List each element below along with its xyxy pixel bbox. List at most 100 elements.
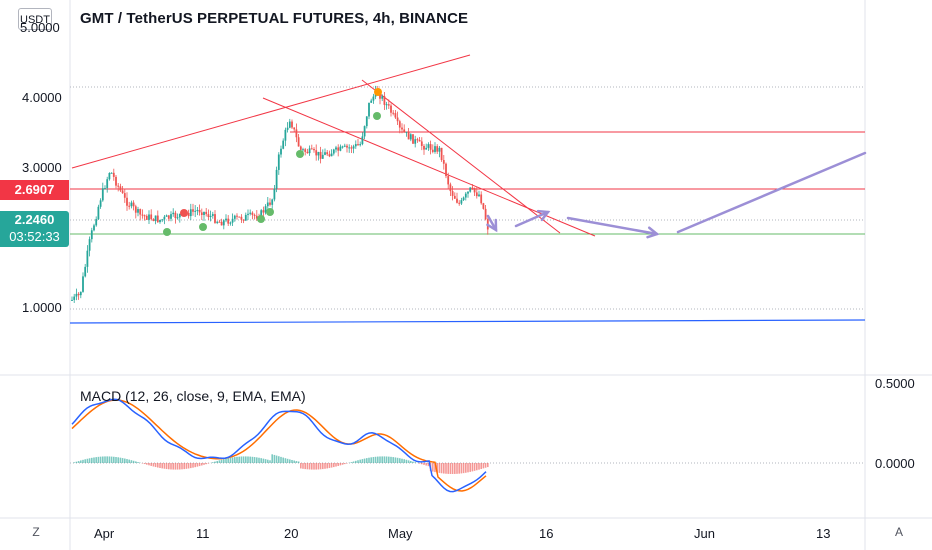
macd-histogram-bar [476,463,478,471]
macd-histogram-bar [484,463,487,468]
macd-histogram-bar [293,460,295,463]
macd-histogram-bar [337,463,339,466]
candle-body [288,121,291,128]
candle-body [112,172,115,177]
macd-histogram-bar [352,461,355,463]
candle-body [302,149,304,151]
candle-body [403,129,406,133]
macd-histogram-bar [86,458,89,463]
candle-body [73,296,76,300]
macd-histogram-bar [350,462,353,463]
currency-selector[interactable]: USDT [18,8,52,30]
macd-histogram-bar [460,463,463,474]
candle-body [115,176,117,186]
candle-body [275,169,278,189]
macd-histogram-bar [150,463,152,466]
candle-body [205,211,208,215]
macd-histogram-bar [275,455,278,463]
auto-scale-button[interactable]: A [894,525,903,539]
candle-body [394,113,397,118]
macd-histogram-bar [251,456,254,463]
candle-body [352,146,355,149]
macd-histogram-bar [93,457,95,463]
candle-body [253,214,256,216]
time-tick-jun: Jun [694,526,715,541]
macd-histogram-bar [405,459,408,463]
macd-histogram-bar [181,463,183,470]
macd-indicator-label[interactable]: MACD (12, 26, close, 9, EMA, EMA) [80,388,306,404]
candle-body [442,159,445,164]
macd-histogram-bar [170,463,172,470]
macd-histogram-bar [269,460,271,463]
candle-body [445,163,447,177]
candle-body [449,184,452,192]
candle-body [225,218,227,221]
price-tick-1: 1.0000 [22,300,62,315]
macd-histogram-bar [326,463,328,469]
candle-body [473,187,476,193]
macd-histogram-bar [203,463,205,465]
macd-histogram-bar [324,463,326,469]
macd-histogram-bar [425,463,427,466]
last-price-badge: 2.2460 03:52:33 [0,211,69,247]
macd-histogram-bar [179,463,181,470]
candle-body [88,239,91,251]
candle-body [137,209,139,213]
macd-histogram-bar [260,458,262,463]
macd-histogram-bar [73,462,75,463]
macd-histogram-bar [412,461,414,463]
candle-body [308,148,311,154]
macd-histogram-bar [304,463,306,470]
macd-histogram-bar [247,456,249,463]
macd-histogram-bar [449,463,452,474]
price-tick-4: 4.0000 [22,90,62,105]
candle-body [429,144,432,150]
macd-histogram-bar [418,463,421,464]
macd-histogram-bar [225,458,227,463]
candle-body [95,219,98,226]
projection-arrow-up [514,210,550,228]
macd-histogram-bar [487,463,489,468]
macd-histogram-bar [289,459,291,463]
candle-body [409,134,412,140]
candle-body [194,210,197,212]
candle-body [460,200,463,204]
candle-body [229,222,232,224]
macd-histogram-bar [216,460,218,463]
candle-body [280,148,282,155]
macd-histogram-bar [482,463,485,469]
macd-histogram-bar [174,463,177,470]
candle-body [326,152,329,155]
candle-body [480,194,483,204]
candle-body [478,194,480,197]
candle-body [328,154,331,157]
candle-body [167,215,170,219]
macd-histogram-bar [381,456,383,463]
timezone-button[interactable]: Z [32,525,40,539]
candle-body [214,214,216,223]
macd-histogram-bar [286,458,289,463]
macd-histogram-bar [368,457,370,463]
macd-line [71,398,487,493]
macd-histogram-bar [223,459,225,463]
candle-body [436,146,439,152]
candle-body [458,202,461,204]
candle-body [453,195,456,199]
macd-histogram-bar [117,457,119,463]
signal-marker [199,223,207,231]
candle-body [297,137,300,147]
candle-body [117,185,120,187]
projection-line-rise [676,151,867,234]
macd-histogram-bar [328,463,331,469]
macd-histogram-bar [465,463,467,473]
blue-horizontal-line [69,319,866,324]
macd-histogram-bar [339,463,342,466]
candle-body [412,134,414,144]
macd-histogram-bar [421,463,423,465]
macd-histogram-bar [366,458,368,463]
macd-histogram-bar [478,463,480,470]
macd-histogram-bar [77,461,80,463]
candle-body [414,139,417,144]
